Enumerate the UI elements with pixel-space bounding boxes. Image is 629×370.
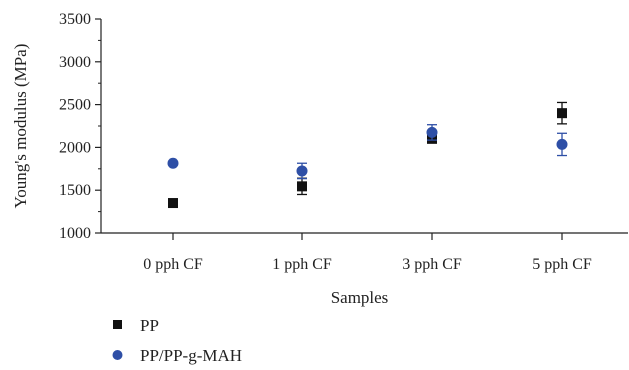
series-pp bbox=[168, 101, 567, 209]
legend-marker-pp-pp-g-mah bbox=[112, 350, 123, 360]
y-tick-label: 3500 bbox=[59, 11, 91, 28]
axes bbox=[100, 19, 628, 234]
legend-marker-pp bbox=[113, 320, 122, 329]
x-axis-title: Samples bbox=[331, 288, 389, 307]
x-tick-label: 0 pph CF bbox=[143, 256, 203, 273]
y-ticks: 1000 1500 2000 2500 3000 3500 bbox=[59, 11, 101, 242]
legend: PP PP/PP-g-MAH bbox=[112, 316, 242, 365]
y-tick-label: 1000 bbox=[59, 225, 91, 242]
series-pp-pp-g-mah bbox=[167, 124, 568, 180]
x-tick-label: 1 pph CF bbox=[272, 256, 332, 273]
data-point bbox=[297, 181, 307, 192]
y-tick-label: 3000 bbox=[59, 54, 91, 71]
x-tick-label: 3 pph CF bbox=[402, 256, 462, 273]
y-tick-label: 1500 bbox=[59, 182, 91, 199]
data-point bbox=[556, 138, 568, 150]
data-point bbox=[296, 165, 308, 177]
legend-label-pp: PP bbox=[140, 316, 159, 335]
y-tick-label: 2500 bbox=[59, 97, 91, 114]
series-layer bbox=[167, 101, 568, 209]
x-ticks: 0 pph CF 1 pph CF 3 pph CF 5 pph CF bbox=[143, 233, 592, 273]
data-point bbox=[167, 157, 179, 169]
data-point bbox=[168, 198, 178, 209]
y-tick-label: 2000 bbox=[59, 139, 91, 156]
legend-label-pp-pp-g-mah: PP/PP-g-MAH bbox=[140, 346, 242, 365]
x-tick-label: 5 pph CF bbox=[532, 256, 592, 273]
data-point bbox=[426, 126, 438, 138]
data-point bbox=[557, 108, 567, 119]
y-axis-title: Young's modulus (MPa) bbox=[11, 44, 30, 209]
